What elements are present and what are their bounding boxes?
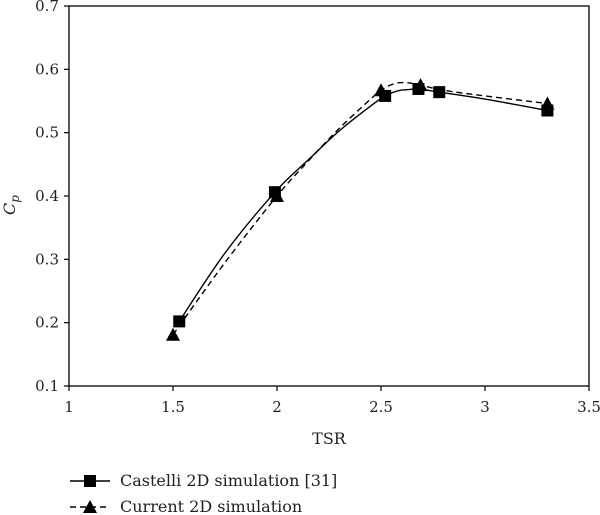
y-tick-label: 0.2 (35, 314, 59, 332)
data-point (540, 96, 555, 110)
x-tick-label: 3 (480, 398, 490, 416)
y-axis-title-subscript: p (8, 195, 22, 203)
legend-item: Current 2D simulation (70, 497, 302, 515)
y-tick-label: 0.7 (35, 0, 59, 15)
series-current (166, 78, 555, 341)
x-tick-label: 2 (272, 398, 282, 416)
axis-labels: TSR Cp (0, 195, 347, 448)
legend-square-marker (84, 475, 96, 487)
legend-label: Castelli 2D simulation [31] (120, 471, 337, 490)
x-tick-label: 1 (64, 398, 74, 416)
y-axis-title: Cp (0, 195, 22, 215)
series-castelli (173, 82, 554, 328)
x-tick-label: 1.5 (161, 398, 185, 416)
x-tick-label: 2.5 (369, 398, 393, 416)
legend-label: Current 2D simulation (120, 497, 302, 515)
data-point (166, 327, 180, 341)
data-point (374, 83, 388, 97)
legend: Castelli 2D simulation [31] Current 2D si… (70, 471, 337, 515)
y-tick-label: 0.6 (35, 60, 59, 78)
legend-triangle-marker (83, 500, 97, 513)
data-point (270, 189, 284, 202)
x-axis-title: TSR (312, 429, 347, 448)
plot-area-border (68, 5, 590, 387)
y-tick-label: 0.3 (35, 250, 59, 268)
series-line (172, 81, 548, 336)
plot-frame (68, 5, 590, 387)
axes: 1 1.5 2 2.5 3 3.5 0.1 0.2 0.3 0.4 0.5 0.6 0.7 (35, 0, 600, 416)
y-axis-title-main: C (0, 203, 19, 215)
x-tick-label: 3.5 (577, 398, 600, 416)
y-tick-label: 0.1 (35, 377, 59, 395)
legend-item: Castelli 2D simulation [31] (70, 471, 337, 490)
series-line (178, 88, 548, 322)
series-layer (166, 78, 555, 341)
data-point (173, 315, 186, 328)
data-point (433, 86, 446, 99)
data-point (413, 78, 428, 92)
y-tick-label: 0.4 (35, 187, 59, 205)
y-tick-label: 0.5 (35, 124, 59, 142)
